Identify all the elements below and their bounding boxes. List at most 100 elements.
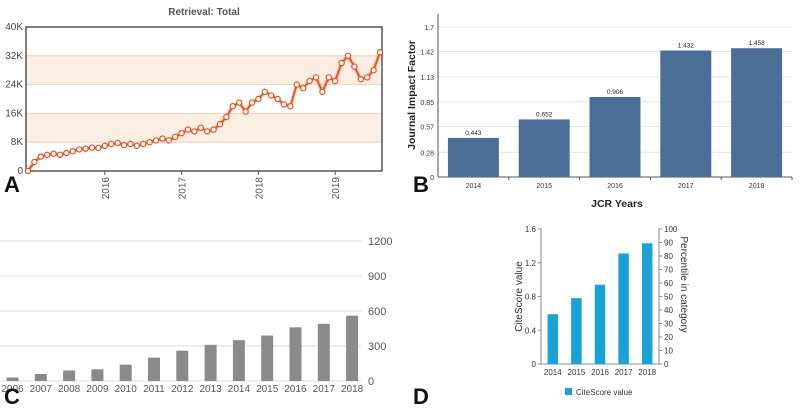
chart-a-group: Retrieval: Total 0 8K 16K 24K 32K 40K 2016 2017 2… [5, 7, 384, 200]
chart-a-point [242, 108, 249, 115]
chart-a-point [107, 140, 115, 148]
chart-d-y2tick-label: 10 [664, 347, 673, 356]
chart-a-point [312, 74, 320, 81]
chart-b-bar [660, 50, 712, 177]
chart-c-group: 0 300 600 900 1200 2006 2007 2008 2009 2010 2011 20… [0, 236, 392, 395]
chart-a-xtick-label: 2019 [331, 177, 342, 200]
chart-a-ytick-label: 16K [5, 108, 23, 119]
chart-a-point [178, 129, 185, 137]
chart-a-point [37, 153, 45, 160]
chart-c-bar [6, 377, 19, 381]
chart-a-point [332, 77, 339, 85]
chart-b-xtick-label: 2018 [749, 183, 765, 190]
chart-d-y2tick-label: 80 [664, 252, 673, 261]
chart-a-ytick-label: 40K [5, 22, 23, 33]
chart-d-bar [641, 243, 653, 364]
chart-a-xtick-label: 2016 [101, 177, 112, 200]
chart-d-bar [594, 284, 606, 364]
chart-c-xtick-label: 2016 [284, 384, 307, 395]
chart-c-bar [232, 340, 245, 381]
chart-c-xtick-label: 2015 [256, 384, 279, 395]
chart-c-bar [91, 369, 104, 381]
chart-a-point [197, 124, 204, 132]
chart-b-bar [589, 96, 641, 177]
chart-d-group: 0 0.4 0.8 1.2 1.6 0 10 20 30 40 50 60 70 80 90 100 2014 2… [514, 225, 689, 397]
chart-c-xtick-label: 2006 [1, 384, 24, 395]
chart-d-bar [618, 253, 629, 364]
chart-b-bar [447, 137, 499, 177]
chart-c-bar [119, 364, 132, 381]
chart-d-y2tick-label: 90 [664, 239, 673, 248]
chart-a-point [364, 74, 371, 81]
chart-c-bar [34, 374, 47, 381]
chart-a-point [152, 137, 160, 144]
chart-b-data-label: 1.458 [748, 40, 765, 47]
chart-d-xtick-label: 2018 [638, 368, 656, 377]
chart-a-point [44, 151, 51, 158]
chart-a-point [274, 95, 281, 103]
chart-a-point [203, 128, 211, 135]
chart-a-band [26, 84, 382, 114]
chart-a-point [261, 88, 268, 96]
chart-a-point [351, 63, 358, 70]
chart-d-legend-label: CiteScore value [576, 388, 633, 397]
chart-a-point [75, 146, 83, 153]
chart-c-xtick-label: 2010 [115, 384, 138, 395]
chart-b-data-label: 0.906 [607, 89, 624, 96]
chart-c-bar [289, 327, 302, 381]
chart-a-point [300, 84, 307, 92]
chart-d-legend-swatch [565, 388, 572, 395]
chart-b-ylabel: Journal Impact Factor [406, 40, 418, 150]
chart-c-ytick-label: 900 [368, 271, 386, 283]
chart-d-bar [547, 314, 559, 364]
chart-d-y2tick-label: 0 [664, 360, 669, 369]
chart-a-point [191, 128, 198, 135]
chart-d-y2tick-label: 70 [664, 266, 673, 275]
chart-a-point [376, 49, 384, 56]
chart-a-point [255, 95, 262, 103]
chart-d-ytick-label: 1.6 [525, 225, 537, 234]
chart-a-band [26, 27, 382, 56]
chart-a-title: Retrieval: Total [168, 7, 240, 18]
chart-c-xtick-label: 2012 [171, 384, 194, 395]
chart-a-point [88, 144, 96, 151]
chart-d-y2label: Percentile in category [678, 236, 689, 332]
chart-a-point [229, 102, 236, 110]
chart-c-bar [148, 357, 160, 381]
chart-a-ytick-label: 24K [5, 80, 23, 91]
chart-a-point [165, 137, 172, 144]
chart-d-y2tick-label: 60 [664, 279, 673, 288]
chart-a-band [26, 55, 382, 85]
chart-d-ytick-label: 1.2 [525, 259, 537, 268]
chart-b-ytick-label: 1.42 [420, 50, 434, 57]
chart-a-point [344, 52, 352, 60]
chart-c-ytick-label: 0 [368, 376, 374, 388]
chart-d-xtick-label: 2014 [544, 368, 562, 377]
chart-a-point [159, 135, 166, 142]
chart-d-ylabel: CiteScore value [514, 261, 525, 332]
chart-a-point [248, 99, 256, 106]
chart-b-xtick-label: 2015 [536, 183, 552, 190]
chart-c-bar [204, 344, 217, 381]
chart-d-bar [571, 298, 582, 364]
chart-a-point [146, 138, 153, 146]
chart-c-ytick-label: 1200 [368, 236, 392, 248]
chart-d-ytick-label: 0.8 [525, 293, 537, 302]
chart-a-point [319, 88, 326, 96]
chart-a-point [280, 101, 288, 108]
chart-a-point [184, 126, 192, 133]
chart-a-point [293, 81, 300, 88]
chart-a-point [63, 149, 70, 157]
chart-b-ytick-label: 1.7 [424, 25, 434, 32]
chart-c-bar [261, 335, 274, 381]
chart-a-point [50, 150, 57, 157]
chart-d-y2tick-label: 50 [664, 293, 673, 302]
chart-a-series-shadow [26, 51, 382, 173]
chart-a-series-line [27, 51, 381, 172]
chart-b-data-label: 1.432 [678, 43, 695, 50]
chart-b-ytick-label: 1.13 [420, 75, 434, 82]
chart-a-point [120, 141, 128, 149]
panel-label-a: A [4, 172, 20, 197]
chart-a-point [31, 158, 38, 166]
